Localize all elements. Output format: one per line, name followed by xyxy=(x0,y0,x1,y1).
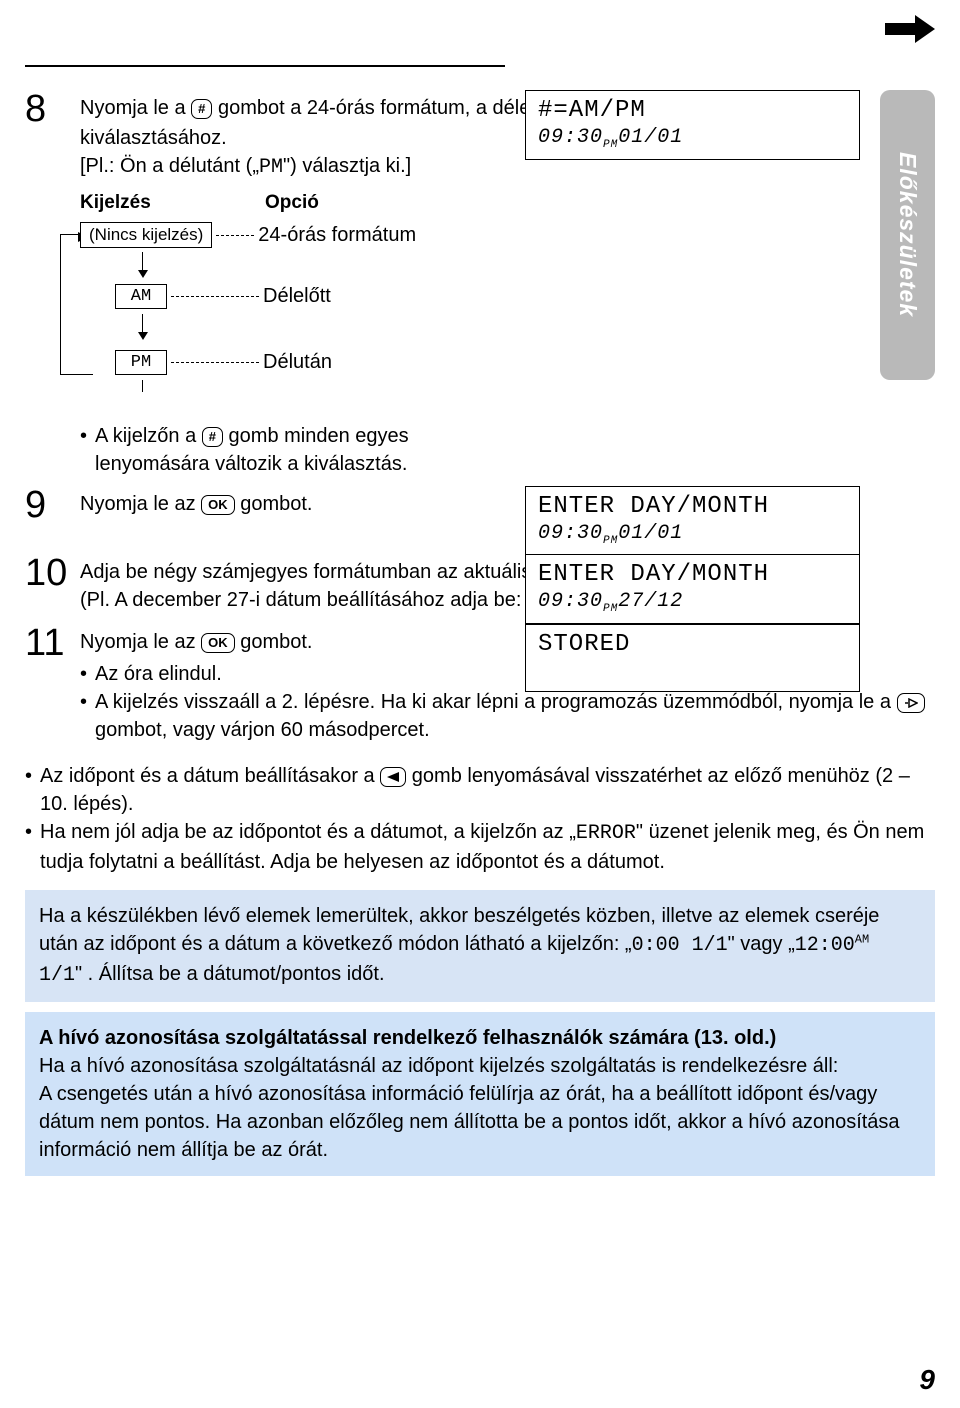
lcd-line2: 09:30PM01/01 xyxy=(538,522,847,547)
info-box-batteries: Ha a készülékben lévő elemek lemerültek,… xyxy=(25,890,935,1002)
exit-key-icon xyxy=(897,693,925,713)
step-number: 10 xyxy=(25,554,80,614)
lcd-line2: 09:30PM01/01 xyxy=(538,126,847,151)
opt1-box: (Nincs kijelzés) xyxy=(80,222,212,248)
forward-arrow-icon xyxy=(885,15,935,48)
flow-diagram: (Nincs kijelzés) 24-órás formátum AM Dél… xyxy=(80,222,935,422)
box2-body: Ha a hívó azonosítása szolgáltatásnál az… xyxy=(39,1052,921,1164)
left-key-icon xyxy=(380,767,406,787)
step-9: 9 Nyomja le az OK gombot. ENTER DAY/MONT… xyxy=(25,486,935,524)
lcd-display: ENTER DAY/MONTH 09:30PM27/12 xyxy=(525,554,860,624)
lcd-line1: STORED xyxy=(538,631,847,658)
display-11: STORED xyxy=(525,624,860,692)
step-number: 9 xyxy=(25,486,80,524)
opt1-label: 24-órás formátum xyxy=(258,224,416,247)
info-box-callerid: A hívó azonosítása szolgáltatással rende… xyxy=(25,1012,935,1176)
hash-key: # xyxy=(191,99,212,119)
lcd-line2: 09:30PM27/12 xyxy=(538,590,847,615)
lcd-line1: ENTER DAY/MONTH xyxy=(538,493,847,520)
top-rule xyxy=(25,65,505,67)
ok-key: OK xyxy=(201,495,235,515)
display-9: ENTER DAY/MONTH 09:30PM01/01 xyxy=(525,486,860,556)
step-number: 8 xyxy=(25,90,80,182)
page-number: 9 xyxy=(919,1364,935,1396)
display-10: ENTER DAY/MONTH 09:30PM27/12 xyxy=(525,554,860,624)
lcd-display: ENTER DAY/MONTH 09:30PM01/01 xyxy=(525,486,860,556)
display-8: #=AM/PM 09:30PM01/01 xyxy=(525,90,860,160)
hash-key: # xyxy=(202,427,223,447)
header-opcio: Opció xyxy=(265,192,319,214)
lcd-line1: ENTER DAY/MONTH xyxy=(538,561,847,588)
step-10: 10 Adja be négy számjegyes formátumban a… xyxy=(25,554,935,614)
step-11: 11 Nyomja le az OK gombot. Az óra elindu… xyxy=(25,624,935,744)
step8-note: A kijelzőn a # gomb minden egyes lenyomá… xyxy=(80,422,515,478)
opt2-box: AM xyxy=(115,284,167,309)
step-number: 11 xyxy=(25,624,80,744)
opt2-label: Délelőtt xyxy=(263,285,331,308)
footer-notes: Az időpont és a dátum beállításakor a go… xyxy=(25,762,935,876)
lcd-line1: #=AM/PM xyxy=(538,97,847,124)
lcd-display: STORED xyxy=(525,624,860,692)
header-kijelzes: Kijelzés xyxy=(80,192,265,214)
ok-key: OK xyxy=(201,633,235,653)
option-headers: Kijelzés Opció xyxy=(80,192,935,214)
step-8: 8 Nyomja le a # gombot a 24-órás formátu… xyxy=(25,90,935,182)
page-content: 8 Nyomja le a # gombot a 24-órás formátu… xyxy=(25,90,935,1176)
lcd-display: #=AM/PM 09:30PM01/01 xyxy=(525,90,860,160)
opt3-box: PM xyxy=(115,350,167,375)
opt3-label: Délután xyxy=(263,351,332,374)
box2-title: A hívó azonosítása szolgáltatással rende… xyxy=(39,1024,921,1052)
